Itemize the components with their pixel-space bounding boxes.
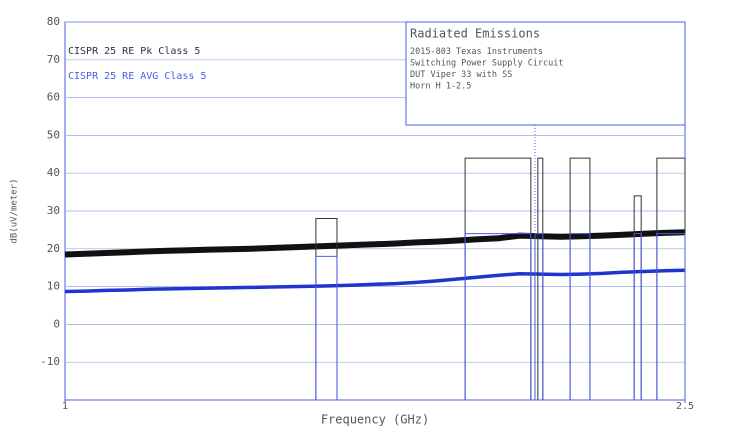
y-tick-label: -10	[40, 355, 60, 368]
limit-band	[537, 157, 544, 400]
y-tick-label: 60	[47, 91, 60, 104]
limit-band	[569, 233, 591, 400]
y-axis-label: dB(uV/meter)	[10, 178, 20, 243]
y-tick-label: 80	[47, 15, 60, 28]
y-tick-label: 0	[53, 317, 60, 330]
x-tick-label: 2.5	[676, 401, 694, 412]
limit-band	[534, 233, 544, 400]
limit-band	[633, 233, 642, 400]
y-tick-label: 50	[47, 128, 60, 141]
info-line: Switching Power Supply Circuit	[410, 59, 564, 69]
info-line: 2015-803 Texas Instruments	[410, 47, 543, 57]
limit-band	[464, 233, 532, 400]
x-axis-label: Frequency (GHz)	[321, 413, 429, 427]
info-line: DUT Viper 33 with SS	[410, 70, 512, 80]
limit-band	[315, 255, 338, 400]
info-line: Horn H 1-2.5	[410, 82, 471, 92]
y-tick-label: 30	[47, 204, 60, 217]
data-line	[64, 268, 686, 294]
x-tick-label: 1	[62, 401, 68, 412]
legend-entry: CISPR 25 RE AVG Class 5	[68, 71, 206, 82]
y-tick-label: 10	[47, 280, 60, 293]
info-title: Radiated Emissions	[410, 27, 540, 41]
legend-entry: CISPR 25 RE Pk Class 5	[68, 46, 200, 57]
limit-band	[656, 233, 686, 400]
data-line	[64, 229, 686, 258]
y-tick-label: 40	[47, 166, 60, 179]
limit-band	[656, 157, 686, 400]
limit-band	[633, 195, 642, 400]
limit-band	[569, 157, 591, 400]
y-tick-label: 20	[47, 242, 60, 255]
y-tick-label: 70	[47, 53, 60, 66]
info-box	[405, 21, 686, 126]
